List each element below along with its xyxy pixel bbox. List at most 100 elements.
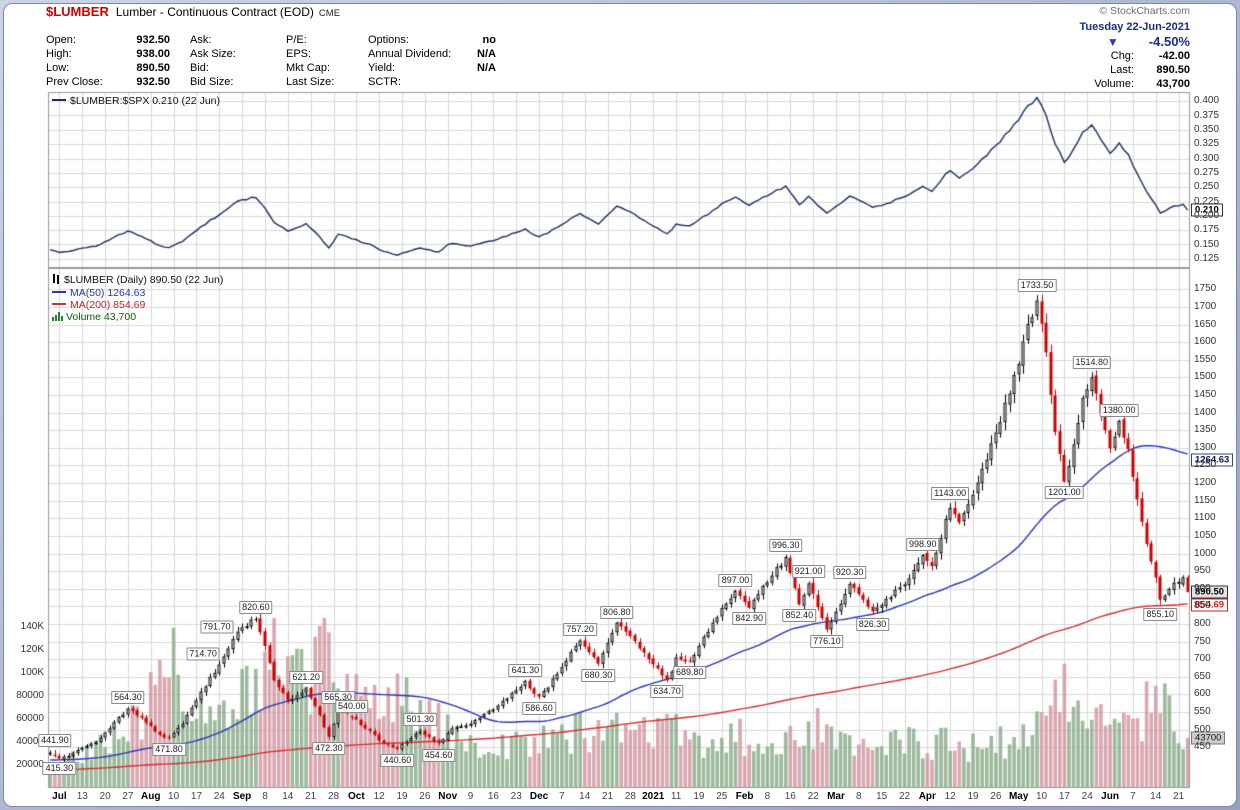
quote-value: 932.50 xyxy=(136,76,170,88)
x-axis-label: 28 xyxy=(327,791,340,802)
percent-change: -4.50% xyxy=(1148,34,1190,49)
x-axis-label: Oct xyxy=(347,791,365,802)
x-axis-label: 8 xyxy=(856,791,862,802)
ratio-axis-label: 0.225 xyxy=(1194,195,1220,207)
x-axis-label: Dec xyxy=(529,791,549,802)
volume-axis-label: 40000 xyxy=(16,736,44,747)
quote-row: Ask Size: xyxy=(190,48,284,62)
quote-label: Ask: xyxy=(190,34,212,46)
x-axis-label: 14 xyxy=(579,791,591,802)
x-axis-label: 25 xyxy=(716,791,728,802)
volume-legend: Volume 43,700 xyxy=(52,311,136,323)
ratio-axis-label: 0.125 xyxy=(1194,252,1220,264)
chg-value: -42.00 xyxy=(1158,50,1190,62)
x-axis-label: Apr xyxy=(918,791,936,802)
price-axis-label: 700 xyxy=(1194,653,1211,665)
volume-label: Volume: xyxy=(1094,78,1134,90)
ratio-line-swatch xyxy=(52,99,66,101)
price-annotation: 820.60 xyxy=(239,600,273,614)
price-annotation: 689.80 xyxy=(673,665,707,679)
price-annotation: 1380.00 xyxy=(1099,403,1139,417)
quote-value: 932.50 xyxy=(136,34,170,46)
price-axis-label: 850 xyxy=(1194,600,1211,612)
price-annotation: 776.10 xyxy=(810,635,844,649)
price-axis-label: 1550 xyxy=(1194,353,1217,365)
x-axis-label: 10 xyxy=(1035,791,1048,802)
price-annotation: 680.30 xyxy=(581,669,616,683)
quote-row: Bid Size: xyxy=(190,76,284,90)
price-annotation: 1733.50 xyxy=(1017,279,1057,293)
quote-label: Annual Dividend: xyxy=(368,48,452,60)
quote-row: High: 938.00 xyxy=(46,48,170,62)
price-axis-label: 1600 xyxy=(1194,336,1217,348)
price-axis-label: 550 xyxy=(1194,706,1211,718)
quote-label: P/E: xyxy=(286,34,307,46)
quote-row: Mkt Cap: xyxy=(286,62,390,76)
price-annotation: 471.80 xyxy=(152,742,186,756)
x-axis-label: 21 xyxy=(602,791,614,802)
volume-axis-label: 120K xyxy=(20,644,44,655)
x-axis-label: 13 xyxy=(76,791,88,802)
quote-value: N/A xyxy=(477,48,496,60)
x-axis-label: 2021 xyxy=(642,791,665,802)
quote-column-bid-ask: Ask: Ask Size: Bid: Bid Size: xyxy=(190,34,284,90)
down-arrow-icon: ▼ xyxy=(1106,35,1119,49)
ratio-last-value-box: 0.210 xyxy=(1191,203,1223,217)
price-axis-label: 1250 xyxy=(1194,459,1217,471)
ratio-axis-label: 0.400 xyxy=(1194,95,1220,107)
volume-axis-label: 80000 xyxy=(16,690,44,701)
ma200-line-swatch xyxy=(52,303,66,305)
x-axis-label: Sep xyxy=(232,791,252,802)
ma200-legend-label: MA(200) 854.69 xyxy=(70,299,146,311)
x-axis-label: 27 xyxy=(122,791,134,802)
price-annotation: 897.00 xyxy=(718,573,753,587)
price-annotation: 454.60 xyxy=(421,748,456,762)
x-axis-label: 7 xyxy=(1130,791,1136,802)
price-axis-label: 1700 xyxy=(1194,300,1217,312)
quote-row: Annual Dividend: N/A xyxy=(368,48,496,62)
quote-row: Yield: N/A xyxy=(368,62,496,76)
x-axis-label: 17 xyxy=(190,791,203,802)
quote-column-misc: Options: no Annual Dividend: N/A Yield: N/A… xyxy=(368,34,496,90)
quote-label: Last Size: xyxy=(286,76,335,88)
volume-bars-icon xyxy=(52,312,63,321)
exchange-label: CME xyxy=(318,8,341,19)
ratio-axis-label: 0.175 xyxy=(1194,224,1220,236)
price-axis-label: 450 xyxy=(1194,741,1211,753)
quote-label: Mkt Cap: xyxy=(286,62,331,74)
x-axis-label: 15 xyxy=(876,791,888,802)
price-annotation: 472.30 xyxy=(312,742,346,756)
x-axis-label: 22 xyxy=(898,791,911,802)
x-axis-label: May xyxy=(1008,791,1029,802)
price-annotation: 920.30 xyxy=(832,565,867,579)
ticker-symbol: $LUMBER xyxy=(46,4,109,19)
quote-label: Low: xyxy=(46,62,70,74)
x-axis-label: 20 xyxy=(99,791,111,802)
price-axis-label: 1150 xyxy=(1194,494,1216,506)
price-axis-label: 950 xyxy=(1194,565,1211,577)
quote-column-fundamentals: P/E: EPS: Mkt Cap: Last Size: xyxy=(286,34,390,90)
x-axis-label: 16 xyxy=(784,791,796,802)
quote-row: EPS: xyxy=(286,48,390,62)
quote-row: Open: 932.50 xyxy=(46,34,170,48)
x-axis-label: 19 xyxy=(693,791,705,802)
quote-value: 938.00 xyxy=(136,48,170,60)
chg-label: Chg: xyxy=(1110,50,1134,62)
change-row: Chg: -42.00 xyxy=(1094,50,1190,64)
price-annotation: 441.90 xyxy=(38,734,72,748)
quote-row: P/E: xyxy=(286,34,390,48)
x-axis-label: 23 xyxy=(510,791,522,802)
price-axis-label: 900 xyxy=(1194,582,1211,594)
quote-value: N/A xyxy=(477,62,496,74)
x-axis-label: 26 xyxy=(990,791,1002,802)
quote-label: Bid: xyxy=(190,62,209,74)
x-axis-label: 10 xyxy=(168,791,180,802)
x-axis-label: 21 xyxy=(1173,791,1185,802)
ma200-value-box: 854.69 xyxy=(1191,598,1229,612)
chart-title: Lumber - Continuous Contract (EOD) xyxy=(115,5,314,19)
last-row: Last: 890.50 xyxy=(1094,64,1190,78)
ma50-value-box: 1264.63 xyxy=(1191,453,1234,467)
quote-value: no xyxy=(482,34,496,46)
quote-row: Bid: xyxy=(190,62,284,76)
price-annotation: 806.80 xyxy=(599,605,634,619)
